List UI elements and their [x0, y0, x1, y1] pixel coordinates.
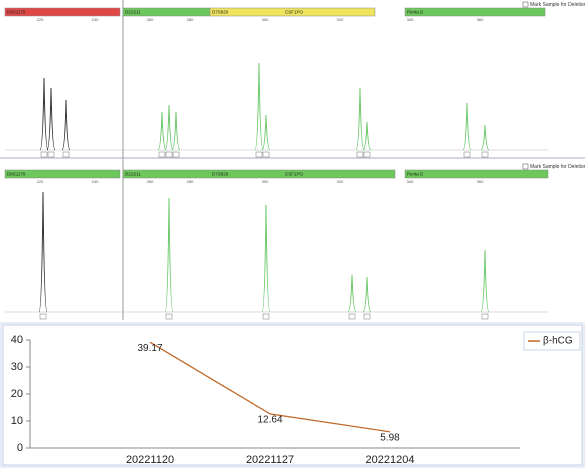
peak [362, 121, 372, 151]
size-tick-label: 240 [92, 17, 99, 22]
data-label: 39.17 [137, 343, 162, 354]
size-tick-label: 300 [262, 17, 269, 22]
checkbox-label: Mark Sample for Deletion [530, 2, 585, 8]
allele-box [165, 151, 173, 158]
checkbox-label: Mark Sample for Deletion [530, 164, 585, 170]
allele-box [481, 313, 489, 320]
y-tick-label: 30 [11, 361, 23, 373]
peak [171, 111, 181, 151]
allele-box [158, 151, 166, 158]
peak [46, 87, 56, 151]
size-tick-label: 360 [477, 17, 484, 22]
allele-box [40, 151, 48, 158]
marker-label: D7S820 [212, 10, 229, 15]
peak [480, 249, 490, 313]
marker-bar [4, 7, 121, 17]
marker-bar [404, 7, 546, 17]
marker-bar [4, 169, 121, 179]
allele-box [165, 313, 173, 320]
marker-label: CSF1PO [285, 10, 304, 15]
size-tick-label: 300 [262, 179, 269, 184]
peak [61, 99, 71, 151]
size-tick-label: 360 [477, 179, 484, 184]
marker-label: CSF1PO [285, 172, 304, 177]
size-tick-label: 240 [92, 179, 99, 184]
peak [480, 124, 490, 151]
peak [362, 276, 372, 313]
y-tick-label: 20 [11, 388, 23, 400]
peak [39, 77, 49, 151]
marker-label: Penta D [407, 172, 424, 177]
allele-box [47, 151, 55, 158]
peak [38, 191, 48, 313]
chart-frame [2, 324, 583, 466]
marker-label: D21S11 [125, 172, 141, 177]
legend-label: β-hCG [543, 336, 573, 347]
y-tick-label: 10 [11, 415, 23, 427]
peak [261, 114, 271, 151]
marker-label: D7S820 [212, 172, 229, 177]
marker-bar [404, 169, 549, 179]
marker-label: D8S1179 [7, 10, 26, 15]
size-tick-label: 280 [187, 179, 194, 184]
allele-box [172, 151, 180, 158]
data-label: 5.98 [380, 432, 400, 443]
allele-box [262, 313, 270, 320]
legend-box [523, 331, 581, 351]
allele-box [463, 151, 471, 158]
size-tick-label: 260 [147, 179, 154, 184]
marker-label: Penta D [407, 10, 424, 15]
marker-label: D8S1179 [7, 172, 26, 177]
marker-bar [209, 7, 376, 17]
size-tick-label: 340 [407, 17, 414, 22]
allele-box [348, 313, 356, 320]
size-tick-label: 320 [337, 179, 344, 184]
allele-box [62, 151, 70, 158]
marker-bar [122, 169, 396, 179]
data-label: 12.64 [257, 415, 282, 426]
peak [462, 102, 472, 151]
allele-box [39, 313, 47, 320]
peak [355, 87, 365, 151]
size-tick-label: 340 [407, 179, 414, 184]
peak [157, 111, 167, 151]
x-tick-label: 20221127 [246, 454, 294, 466]
peak [261, 204, 271, 313]
size-tick-label: 220 [37, 179, 44, 184]
trace-area [0, 0, 585, 322]
allele-box [356, 151, 364, 158]
peak [347, 274, 357, 313]
peak [254, 62, 264, 151]
allele-box [255, 151, 263, 158]
size-tick-label: 220 [37, 17, 44, 22]
allele-box [481, 151, 489, 158]
x-tick-label: 20221204 [366, 454, 415, 466]
allele-box [262, 151, 270, 158]
size-tick-label: 280 [187, 17, 194, 22]
line [149, 341, 391, 433]
y-tick-label: 40 [11, 334, 23, 346]
allele-box [363, 313, 371, 320]
allele-box [363, 151, 371, 158]
x-tick-label: 20221120 [126, 454, 174, 466]
checkbox[interactable] [522, 163, 529, 170]
marker-label: D21S11 [125, 10, 141, 15]
size-tick-label: 320 [337, 17, 344, 22]
peak [164, 104, 174, 151]
checkbox[interactable] [522, 1, 529, 8]
peak [164, 197, 174, 313]
size-tick-label: 260 [147, 17, 154, 22]
y-tick-label: 0 [17, 442, 23, 454]
